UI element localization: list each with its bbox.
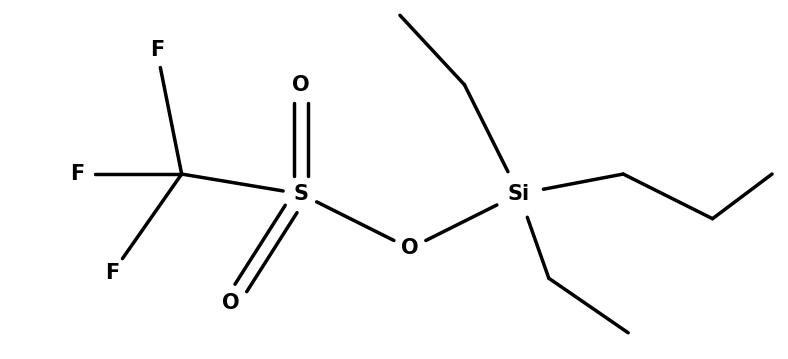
Text: S: S (293, 184, 308, 204)
Text: O: O (401, 238, 418, 258)
Text: F: F (105, 263, 119, 283)
Text: F: F (150, 40, 164, 60)
Text: F: F (70, 164, 84, 184)
Text: Si: Si (508, 184, 530, 204)
Text: O: O (222, 293, 240, 313)
Text: O: O (292, 75, 310, 95)
